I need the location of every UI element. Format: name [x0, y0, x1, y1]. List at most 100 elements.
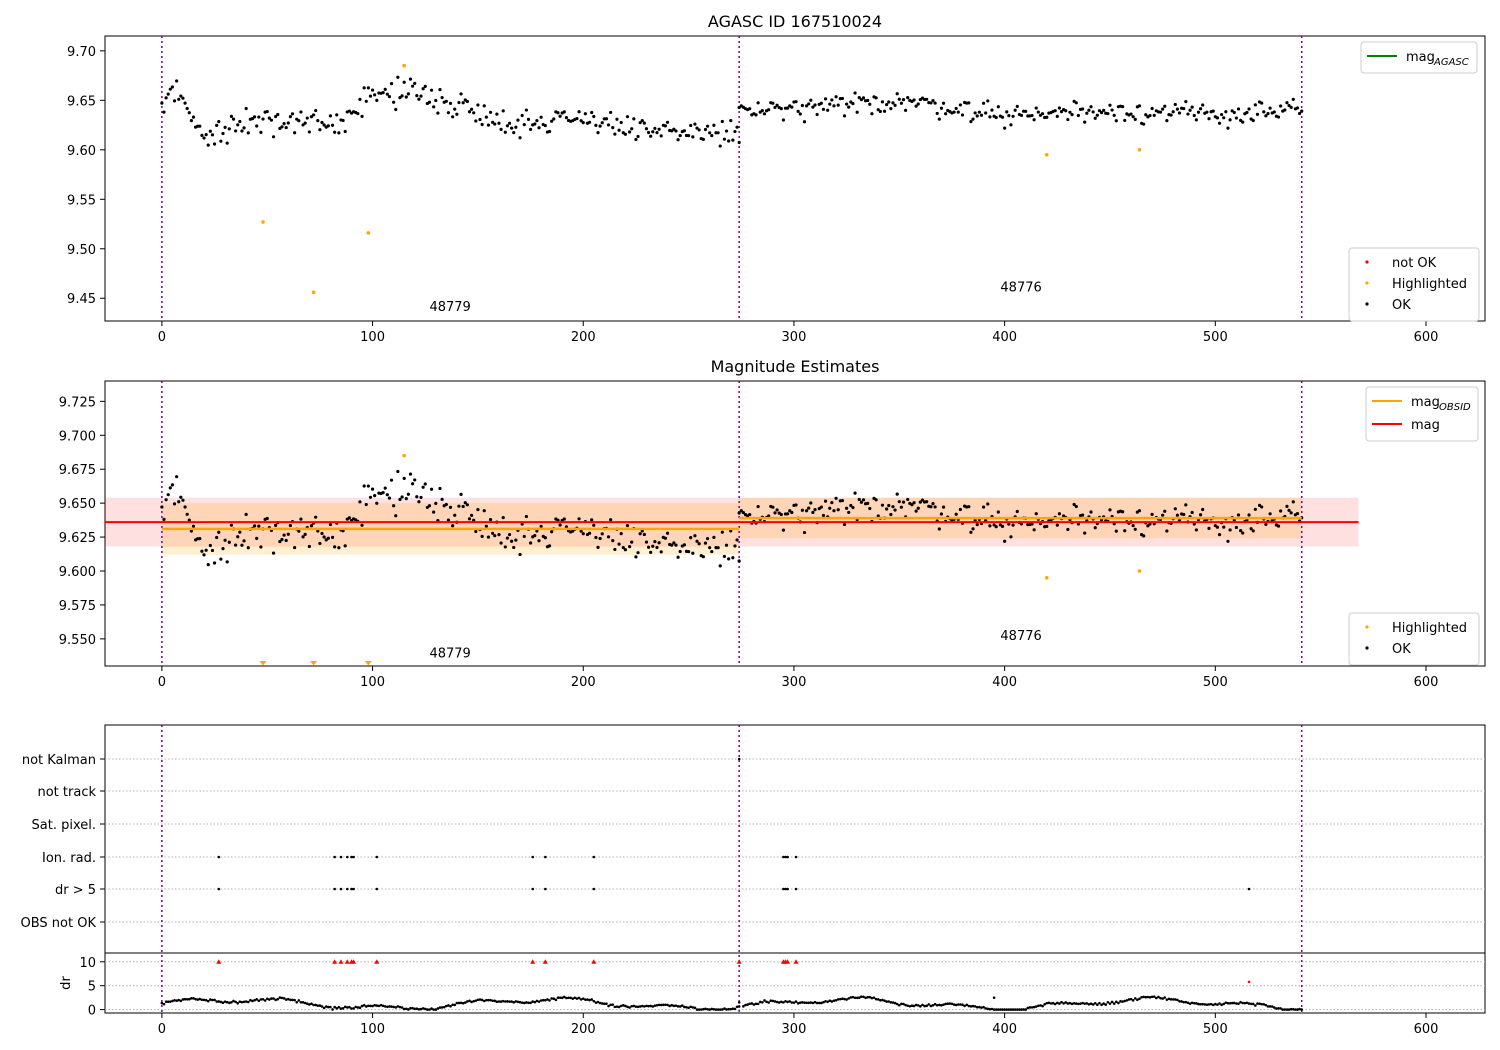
dr-point — [655, 1003, 659, 1007]
dr-point — [697, 1008, 701, 1011]
dr-point — [1123, 999, 1127, 1003]
ok-point — [396, 469, 400, 474]
dr-point — [1273, 1006, 1276, 1009]
dr-point — [430, 1007, 433, 1010]
ok-point — [1080, 513, 1085, 517]
dr-point — [1121, 1000, 1124, 1003]
ok-point — [609, 110, 613, 115]
ok-point — [990, 108, 994, 112]
dr-point — [999, 1008, 1002, 1011]
dr-point — [691, 1006, 695, 1009]
ok-point — [1030, 522, 1034, 526]
ok-point — [1241, 531, 1245, 535]
ok-point — [1150, 106, 1154, 111]
dr-point — [879, 999, 882, 1002]
dr-point — [398, 1005, 402, 1009]
dr-point — [1068, 1001, 1072, 1005]
highlighted-point — [1137, 569, 1142, 573]
dr-point — [394, 1006, 398, 1009]
dr-point — [291, 998, 294, 1002]
x-tick-label: 100 — [360, 330, 385, 345]
ok-point — [1207, 526, 1211, 530]
ok-point — [451, 115, 455, 119]
ok-point — [1217, 121, 1222, 125]
ok-point — [1009, 535, 1013, 539]
dr-point — [847, 997, 851, 1000]
dr-point — [982, 1005, 985, 1009]
dr-point — [1131, 999, 1135, 1002]
ok-point — [217, 530, 221, 534]
flag-point — [592, 887, 596, 891]
flag-point — [345, 887, 349, 891]
dr-point — [632, 1004, 636, 1008]
ok-point — [705, 536, 710, 541]
dr-point — [1277, 1007, 1280, 1010]
ok-point — [823, 97, 828, 101]
ok-point — [937, 117, 941, 121]
dr-point — [716, 1008, 720, 1011]
ok-point — [914, 104, 918, 108]
ok-point — [655, 131, 659, 135]
ok-point — [495, 112, 499, 116]
dr-point — [752, 1003, 756, 1006]
ok-point — [767, 514, 771, 518]
ok-point — [611, 126, 615, 130]
ok-point — [252, 524, 257, 528]
ok-point — [617, 542, 621, 546]
dr-point — [678, 1005, 682, 1008]
ok-point — [625, 115, 630, 119]
ok-point — [297, 529, 301, 533]
ok-point — [179, 94, 183, 98]
dr-point — [518, 1000, 522, 1004]
ok-point — [952, 110, 956, 114]
dr-point — [474, 999, 478, 1002]
ok-point — [889, 107, 893, 111]
dr-point — [293, 998, 296, 1002]
ok-point — [592, 523, 596, 527]
ok-point — [215, 123, 219, 127]
ok-point — [722, 554, 727, 559]
flag-point — [375, 887, 379, 891]
ok-point — [874, 96, 878, 100]
dr-point — [312, 1003, 315, 1007]
ok-point — [781, 528, 786, 532]
ok-point — [1177, 111, 1182, 115]
dr-point — [927, 1003, 931, 1006]
ok-point — [259, 545, 263, 549]
ok-point — [522, 534, 526, 539]
dr-point — [223, 1000, 227, 1003]
y-tick-label: 9.600 — [59, 565, 96, 580]
ok-point — [861, 96, 866, 100]
dr-point — [744, 1003, 747, 1007]
ok-point — [716, 131, 720, 135]
y-tick-label: 9.725 — [59, 395, 96, 410]
ok-point — [689, 123, 693, 128]
dr-point — [908, 1004, 912, 1008]
ok-point — [438, 486, 442, 491]
dr-point — [1030, 1006, 1034, 1009]
panel-magnitude-estimates: Magnitude Estimates 0 100 200 300 400 500 600 9… — [59, 357, 1486, 690]
ok-point — [1201, 103, 1205, 107]
ok-point — [499, 127, 503, 131]
dr-point — [577, 996, 581, 1000]
ok-point — [326, 536, 330, 540]
ok-point — [402, 476, 406, 480]
dr-point — [468, 999, 471, 1003]
ok-point — [221, 546, 225, 551]
dr-point — [211, 998, 214, 1002]
dr-point — [866, 995, 869, 999]
dr-point — [343, 1005, 347, 1009]
ok-point — [1045, 524, 1049, 528]
ok-point — [520, 113, 524, 118]
legend-label: mag — [1406, 50, 1435, 65]
dr-point — [537, 1000, 541, 1003]
ok-point — [1005, 110, 1009, 114]
ok-point — [845, 102, 849, 106]
flag-point — [375, 855, 379, 859]
dr-point — [1112, 1002, 1116, 1005]
ok-point — [857, 96, 861, 100]
dr-point — [324, 1005, 328, 1008]
dr-point — [546, 998, 549, 1001]
dr-point — [198, 997, 202, 1001]
ok-point — [1260, 505, 1264, 509]
